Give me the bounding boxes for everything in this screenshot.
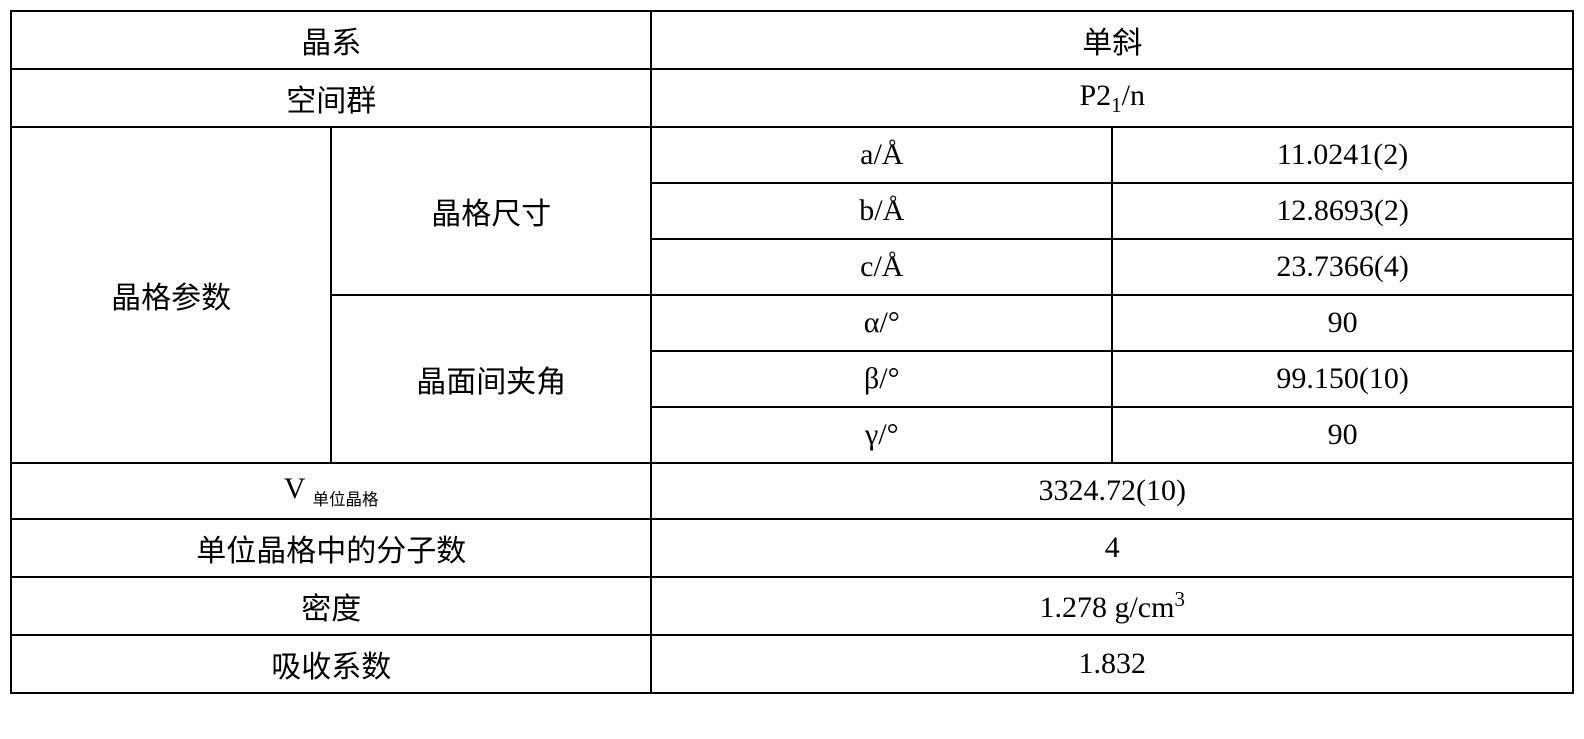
lattice-size-param: a/Å: [651, 127, 1112, 183]
table-row: 密度 1.278 g/cm3: [11, 577, 1573, 635]
interplanar-angle-param: β/°: [651, 351, 1112, 407]
absorption-coeff-value: 1.832: [651, 635, 1573, 693]
table-row: 晶格参数 晶格尺寸 a/Å 11.0241(2): [11, 127, 1573, 183]
molecules-per-cell-value: 4: [651, 519, 1573, 577]
table-row: 空间群 P21/n: [11, 69, 1573, 127]
table-row: 晶系 单斜: [11, 11, 1573, 69]
interplanar-angle-label: 晶面间夹角: [331, 295, 651, 463]
interplanar-angle-value: 99.150(10): [1112, 351, 1573, 407]
density-sup: 3: [1174, 587, 1185, 611]
crystal-system-value: 单斜: [651, 11, 1573, 69]
space-group-label: 空间群: [11, 69, 651, 127]
lattice-size-value: 12.8693(2): [1112, 183, 1573, 239]
space-group-suffix: /n: [1122, 79, 1145, 112]
density-label: 密度: [11, 577, 651, 635]
space-group-value: P21/n: [651, 69, 1573, 127]
molecules-per-cell-label: 单位晶格中的分子数: [11, 519, 651, 577]
interplanar-angle-param: α/°: [651, 295, 1112, 351]
density-value: 1.278 g/cm3: [651, 577, 1573, 635]
v-unit-cell-sub: 单位晶格: [313, 490, 379, 509]
space-group-prefix: P2: [1079, 79, 1111, 112]
crystal-system-label: 晶系: [11, 11, 651, 69]
v-unit-cell-prefix: V: [284, 472, 305, 505]
table-row: V 单位晶格 3324.72(10): [11, 463, 1573, 519]
lattice-size-value: 23.7366(4): [1112, 239, 1573, 295]
interplanar-angle-param: γ/°: [651, 407, 1112, 463]
lattice-size-label: 晶格尺寸: [331, 127, 651, 295]
table-row: 单位晶格中的分子数 4: [11, 519, 1573, 577]
density-prefix: 1.278 g/cm: [1039, 591, 1174, 624]
absorption-coeff-label: 吸收系数: [11, 635, 651, 693]
lattice-params-label: 晶格参数: [11, 127, 331, 463]
interplanar-angle-value: 90: [1112, 295, 1573, 351]
table-row: 吸收系数 1.832: [11, 635, 1573, 693]
v-unit-cell-label: V 单位晶格: [11, 463, 651, 519]
lattice-size-param: c/Å: [651, 239, 1112, 295]
crystal-data-table: 晶系 单斜 空间群 P21/n 晶格参数 晶格尺寸 a/Å 11.0241(2)…: [10, 10, 1574, 694]
lattice-size-param: b/Å: [651, 183, 1112, 239]
v-unit-cell-value: 3324.72(10): [651, 463, 1573, 519]
lattice-size-value: 11.0241(2): [1112, 127, 1573, 183]
interplanar-angle-value: 90: [1112, 407, 1573, 463]
space-group-sub: 1: [1111, 93, 1122, 117]
